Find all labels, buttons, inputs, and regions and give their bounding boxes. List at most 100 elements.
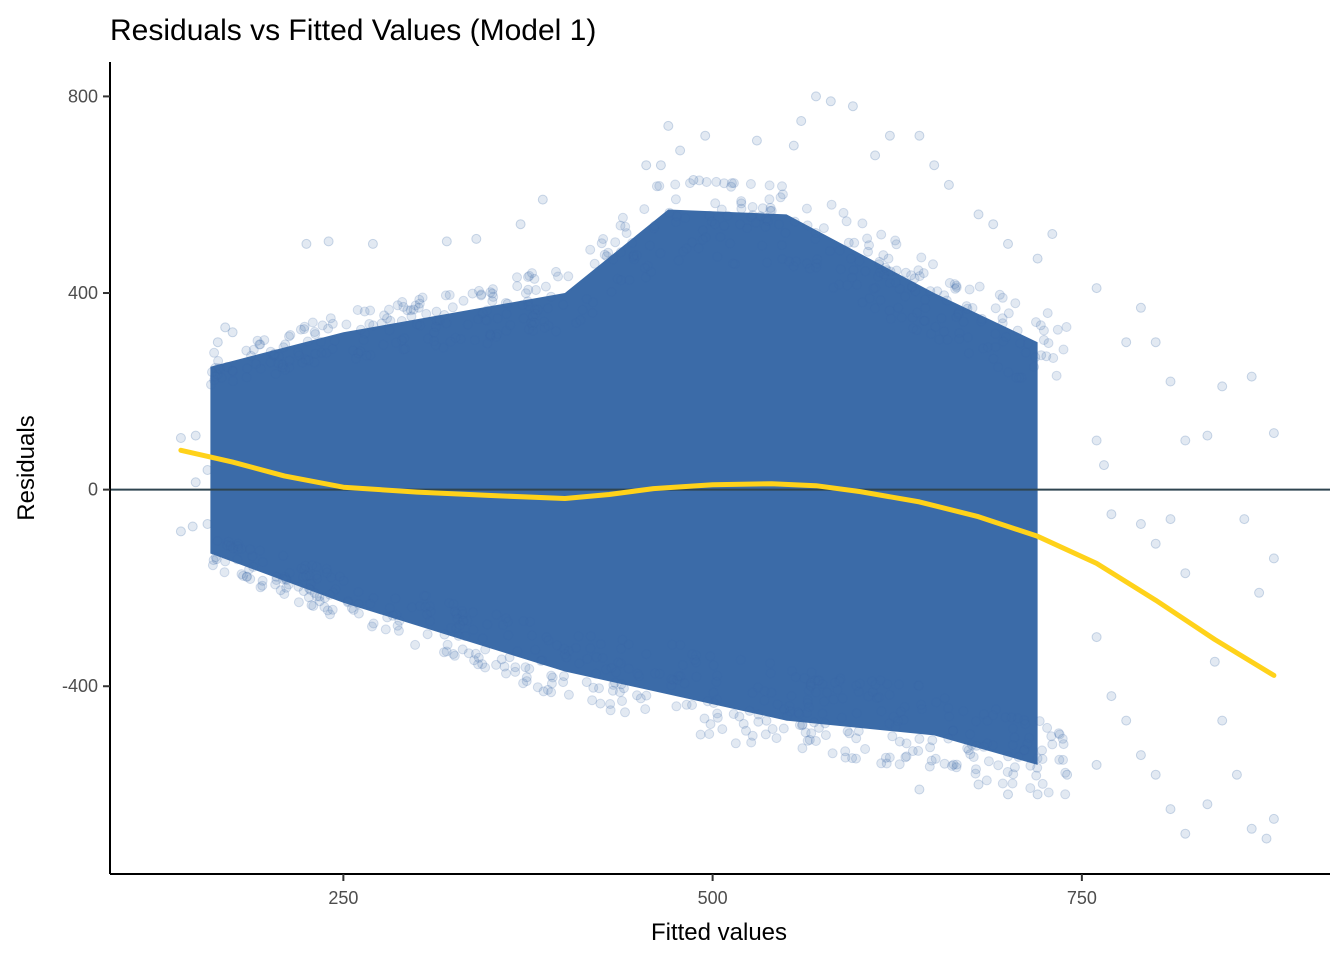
fringe-point [936, 313, 947, 324]
fringe-point [890, 235, 901, 246]
fringe-point [888, 711, 899, 722]
fringe-point [449, 650, 460, 661]
fringe-point [755, 211, 766, 222]
fringe-point [540, 281, 551, 292]
fringe-point [616, 275, 626, 286]
outlier-point [811, 91, 821, 102]
fringe-point [786, 691, 797, 701]
fringe-point [308, 601, 319, 611]
fringe-point [958, 316, 969, 327]
fringe-point [853, 686, 864, 697]
fringe-point [212, 536, 223, 546]
fringe-point [900, 291, 911, 302]
fringe-point [811, 258, 822, 269]
fringe-point [918, 268, 929, 279]
fringe-point [220, 556, 231, 567]
fringe-point [753, 709, 764, 720]
fringe-point [916, 699, 927, 710]
fringe-point [527, 320, 538, 331]
fringe-point [574, 658, 585, 669]
fringe-point [305, 584, 316, 595]
fringe-point [391, 337, 401, 348]
fringe-point [802, 707, 812, 718]
fringe-point [881, 758, 892, 769]
outlier-point [1032, 789, 1043, 800]
fringe-point [1020, 347, 1031, 358]
outlier-point [1246, 371, 1257, 382]
fringe-point [368, 593, 379, 603]
fringe-point [265, 346, 276, 357]
fringe-point [595, 698, 606, 709]
fringe-point [1060, 789, 1071, 800]
outlier-point [187, 521, 198, 532]
fringe-point [924, 761, 935, 772]
fringe-point [971, 716, 982, 727]
outlier-point [367, 238, 378, 249]
fringe-point [745, 179, 756, 189]
fringe-point [951, 282, 962, 293]
fringe-point [949, 279, 960, 290]
fringe-point [1009, 762, 1020, 773]
fringe-point [505, 320, 516, 331]
fringe-point [804, 263, 815, 274]
outlier-point [884, 130, 895, 141]
fringe-point [348, 345, 359, 356]
fringe-point [778, 723, 789, 734]
fringe-point [491, 331, 502, 342]
fringe-point [309, 588, 320, 598]
fringe-point [1008, 769, 1019, 780]
fringe-point [441, 646, 452, 657]
fringe-point [826, 199, 837, 210]
fringe-point [651, 181, 662, 192]
fringe-point [284, 331, 294, 342]
fringe-point [384, 304, 394, 315]
fringe-point [473, 314, 484, 325]
fringe-point [679, 678, 690, 689]
fringe-point [530, 285, 541, 295]
fringe-point [982, 738, 993, 749]
fringe-point [784, 256, 795, 267]
fringe-point [441, 318, 452, 329]
fringe-point [730, 738, 741, 749]
fringe-point [704, 210, 715, 221]
fringe-point [216, 372, 227, 383]
fringe-point [870, 679, 881, 690]
fringe-point [597, 653, 608, 663]
fringe-point [338, 575, 349, 586]
fringe-point [225, 540, 236, 551]
fringe-point [847, 753, 858, 764]
fringe-point [558, 299, 569, 310]
fringe-point [546, 687, 557, 698]
fringe-point [857, 297, 868, 308]
fringe-point [575, 315, 586, 326]
fringe-point [650, 668, 661, 679]
fringe-point [541, 632, 552, 643]
fringe-point [460, 631, 471, 642]
fringe-point [914, 271, 925, 282]
fringe-point [726, 178, 737, 189]
fringe-point [791, 256, 801, 267]
fringe-point [673, 255, 684, 266]
fringe-point [219, 567, 230, 578]
y-axis-ticks: -400 0 400 800 [62, 86, 110, 696]
fringe-point [410, 300, 421, 311]
fringe-point [317, 320, 328, 331]
outlier-point [190, 477, 201, 488]
fringe-point [860, 744, 871, 754]
fringe-point [817, 708, 828, 719]
fringe-point [248, 344, 259, 355]
fringe-point [476, 289, 487, 300]
fringe-point [848, 265, 859, 276]
fringe-point [1012, 713, 1023, 724]
fringe-point [480, 662, 491, 673]
fringe-point [1031, 317, 1041, 328]
outlier-point [227, 327, 238, 338]
fringe-point [670, 179, 681, 190]
fringe-point [962, 332, 973, 343]
fringe-point [1053, 728, 1064, 739]
fringe-point [322, 567, 332, 578]
outlier-point [1150, 538, 1161, 549]
outlier-point [825, 96, 836, 107]
fringe-point [624, 275, 635, 286]
fringe-point [482, 338, 493, 349]
